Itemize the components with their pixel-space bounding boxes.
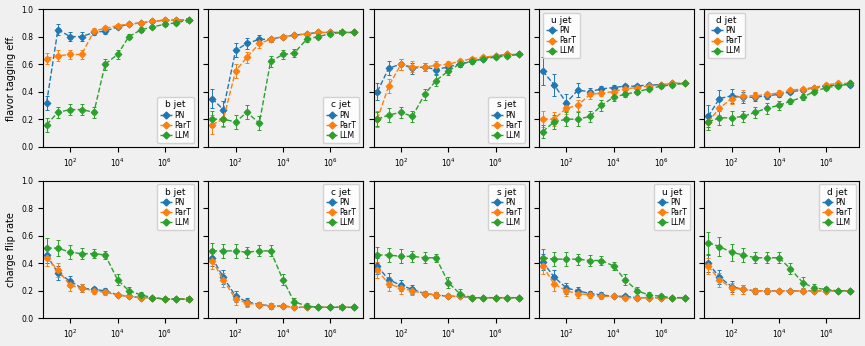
Legend: PN, ParT, LLM: PN, ParT, LLM [323,97,360,143]
Legend: PN, ParT, LLM: PN, ParT, LLM [708,13,745,58]
Y-axis label: flavor tagging eff.: flavor tagging eff. [5,35,16,121]
Y-axis label: charge flip rate: charge flip rate [5,212,16,287]
Legend: PN, ParT, LLM: PN, ParT, LLM [819,184,855,230]
Legend: PN, ParT, LLM: PN, ParT, LLM [323,184,360,230]
Legend: PN, ParT, LLM: PN, ParT, LLM [543,13,580,58]
Legend: PN, ParT, LLM: PN, ParT, LLM [157,184,194,230]
Legend: PN, ParT, LLM: PN, ParT, LLM [654,184,690,230]
Legend: PN, ParT, LLM: PN, ParT, LLM [488,97,525,143]
Legend: PN, ParT, LLM: PN, ParT, LLM [157,97,194,143]
Legend: PN, ParT, LLM: PN, ParT, LLM [488,184,525,230]
